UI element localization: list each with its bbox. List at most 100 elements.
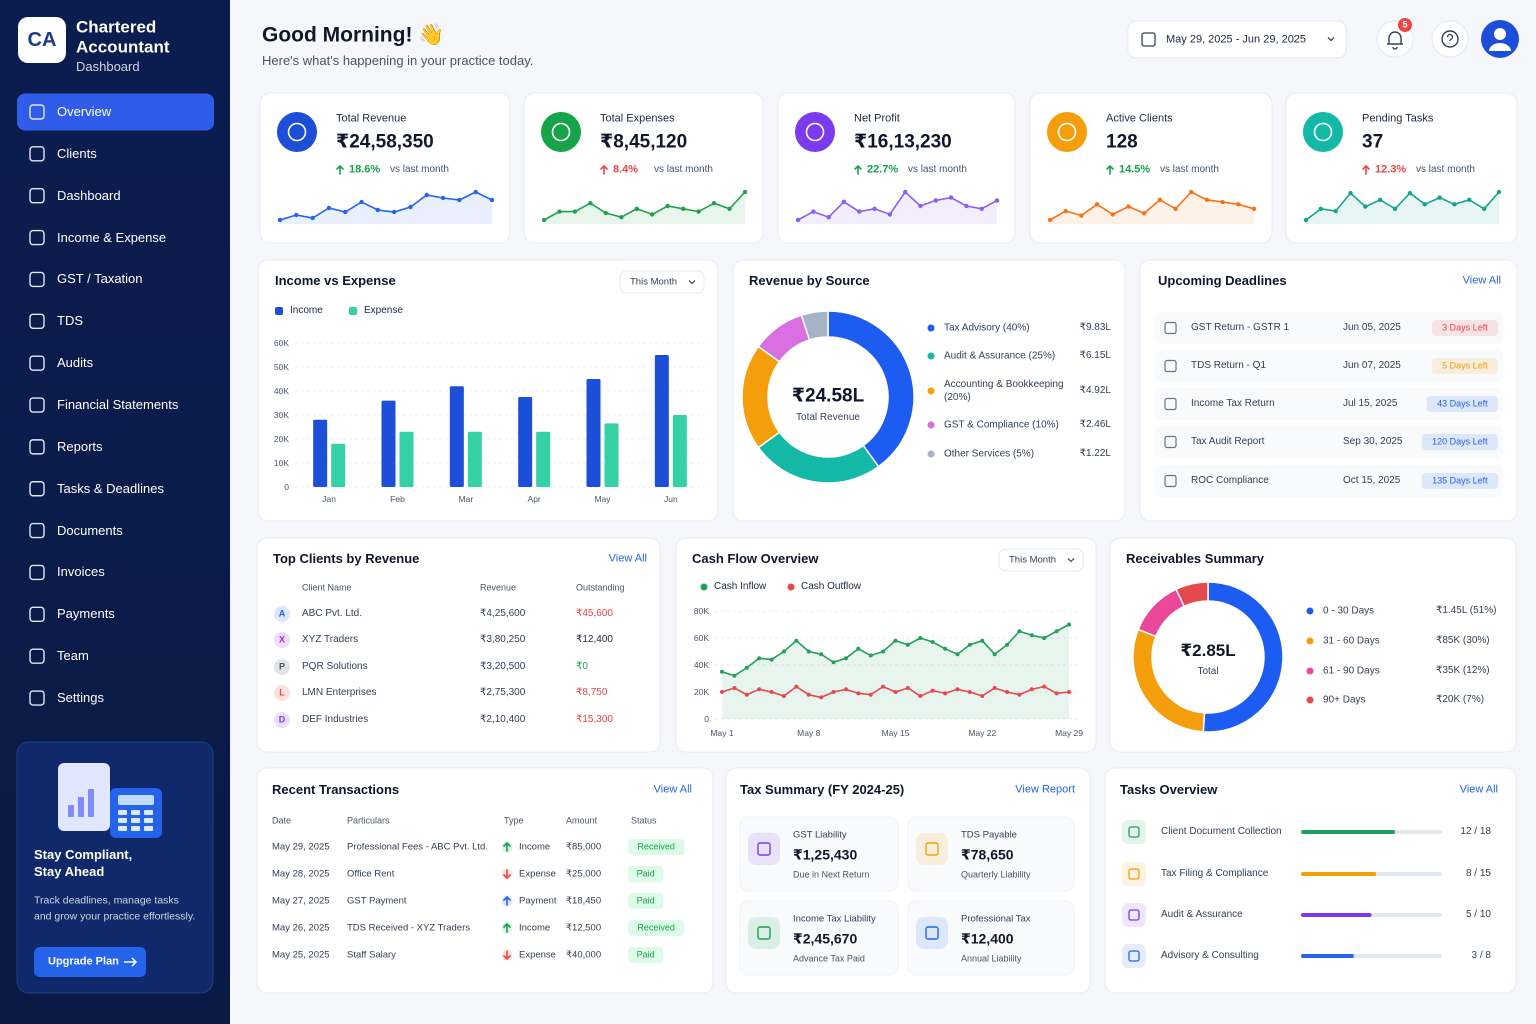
client-name: PQR Solutions xyxy=(302,661,368,672)
promo-doc-bar xyxy=(68,805,74,817)
line-point xyxy=(930,640,935,645)
menu-item[interactable]: TDS xyxy=(57,313,83,329)
menu-item[interactable]: GST / Taxation xyxy=(57,271,143,287)
menu-item[interactable]: Tasks & Deadlines xyxy=(57,480,164,496)
task-icon xyxy=(1128,909,1140,921)
bar xyxy=(672,415,687,487)
menu-item[interactable]: Clients xyxy=(57,146,97,162)
x-tick-label: May xyxy=(594,493,611,504)
menu-item[interactable]: Income & Expense xyxy=(57,229,167,245)
filter-label[interactable]: This Month xyxy=(1009,554,1056,566)
kpi-note: vs last month xyxy=(390,164,449,175)
view-link[interactable]: View All xyxy=(1459,783,1498,796)
menu-item[interactable]: Documents xyxy=(57,522,123,538)
sparkline-point xyxy=(603,210,609,216)
y-tick-label: 20K xyxy=(693,686,709,697)
transaction-date: May 26, 2025 xyxy=(272,922,330,934)
task-progress-text: 3 / 8 xyxy=(1471,950,1491,961)
promo-doc xyxy=(58,763,110,831)
client-avatar xyxy=(274,712,290,728)
brand-subtitle: Dashboard xyxy=(76,59,140,75)
line-point xyxy=(831,660,836,665)
column-header: Revenue xyxy=(480,582,517,593)
bar xyxy=(381,400,396,487)
sparkline-point xyxy=(742,189,748,195)
client-name: ABC Pvt. Ltd. xyxy=(302,608,363,619)
sparkline-point xyxy=(1220,199,1225,205)
promo-doc-bar xyxy=(88,789,94,817)
view-link[interactable]: View All xyxy=(1462,274,1501,287)
view-link[interactable]: View All xyxy=(608,552,647,565)
sparkline-point xyxy=(1481,206,1487,211)
deadline-task: Tax Audit Report xyxy=(1191,436,1265,447)
notification-badge xyxy=(1398,18,1412,32)
view-link[interactable]: View All xyxy=(653,783,692,796)
sparkline xyxy=(1049,191,1255,221)
tax-amount: ₹78,650 xyxy=(961,846,1014,863)
legend-amount: ₹1.45L (51%) xyxy=(1436,605,1497,616)
task-icon-bg xyxy=(1122,944,1146,968)
tax-label: GST Liability xyxy=(793,829,847,841)
sparkline-point xyxy=(277,217,283,223)
menu-item[interactable]: Team xyxy=(57,648,89,664)
client-revenue: ₹3,80,250 xyxy=(480,634,526,645)
tax-label: TDS Payable xyxy=(961,829,1017,841)
x-tick-label: Jan xyxy=(322,493,337,504)
menu-item[interactable]: Financial Statements xyxy=(57,397,179,413)
client-outstanding: ₹12,400 xyxy=(576,634,613,645)
transaction-type: Expense xyxy=(519,868,556,880)
menu-item[interactable]: Payments xyxy=(57,606,115,622)
deadline-task: Income Tax Return xyxy=(1191,398,1275,409)
upgrade-button-label[interactable]: Upgrade Plan xyxy=(48,955,119,968)
deadline-status: 120 Days Left xyxy=(1432,436,1488,447)
line-point xyxy=(744,665,749,670)
help-icon xyxy=(1441,30,1459,48)
sparkline-point xyxy=(1467,197,1472,203)
menu-item[interactable]: Audits xyxy=(57,355,94,371)
type-arrow xyxy=(503,869,511,880)
line-point xyxy=(769,690,774,694)
view-link[interactable]: View Report xyxy=(1015,783,1075,796)
brand: Chartered Accountant xyxy=(76,17,170,56)
type-arrow xyxy=(503,922,511,933)
line-point xyxy=(967,642,972,647)
sparkline-point xyxy=(1303,217,1309,223)
transaction-date: May 29, 2025 xyxy=(272,841,330,853)
menu-icon xyxy=(29,271,45,288)
menu-item[interactable]: Reports xyxy=(57,439,103,455)
date-range[interactable]: May 29, 2025 - Jun 29, 2025 xyxy=(1166,33,1307,46)
task-icon-bg xyxy=(1122,903,1146,927)
kpi-value: 37 xyxy=(1362,131,1384,153)
legend-label: Income xyxy=(290,305,323,316)
line-point xyxy=(843,656,848,661)
menu-icon xyxy=(29,606,45,623)
donut-segment xyxy=(800,310,829,341)
menu-item[interactable]: Settings xyxy=(57,690,104,706)
donut-center-value: ₹2.85L xyxy=(1180,640,1236,660)
tax-amount: ₹12,400 xyxy=(961,930,1014,947)
menu-item[interactable]: Invoices xyxy=(57,564,105,580)
menu-icon xyxy=(29,439,45,455)
line-point xyxy=(757,656,762,661)
menu-icon xyxy=(29,481,45,497)
menu-icon xyxy=(29,522,45,539)
filter-label[interactable]: This Month xyxy=(630,276,677,288)
card xyxy=(523,92,764,244)
line-point xyxy=(1005,690,1010,694)
sparkline-point xyxy=(902,189,908,195)
line-point xyxy=(806,692,811,697)
line-point xyxy=(980,694,985,699)
deadline-icon xyxy=(1164,397,1177,411)
line-point xyxy=(930,688,935,693)
sparkline-area xyxy=(280,192,492,224)
legend-dot xyxy=(927,387,935,395)
promo-calc-screen xyxy=(118,795,154,805)
menu-item[interactable]: Dashboard xyxy=(57,187,121,203)
card-title: Upcoming Deadlines xyxy=(1158,273,1287,289)
line-point xyxy=(856,691,861,696)
sparkline-point xyxy=(1189,189,1194,195)
menu-item[interactable]: Overview xyxy=(57,104,112,120)
deadline-row xyxy=(1155,312,1503,344)
